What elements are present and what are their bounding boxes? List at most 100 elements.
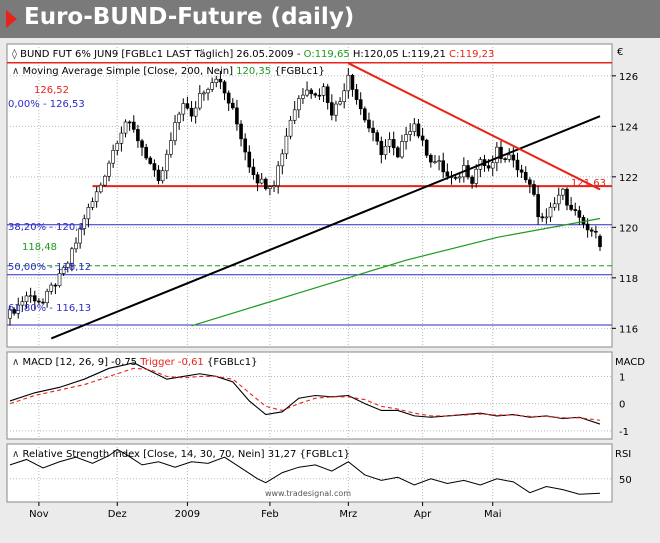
candle-body-down: [503, 158, 507, 160]
candle-body-up: [103, 175, 107, 186]
candle-body-up: [338, 101, 342, 105]
candle-body-down: [255, 174, 260, 184]
candle-body-up: [284, 135, 289, 155]
candle-body-down: [222, 81, 227, 94]
candle-body-up: [61, 267, 66, 274]
candle-body-down: [540, 216, 545, 219]
candle-body-down: [515, 159, 520, 171]
candle-body-down: [416, 123, 421, 137]
candle-body-down: [330, 102, 334, 116]
candle-body-down: [313, 93, 318, 96]
price-legend-highlow: H:120,05 L:119,21: [350, 49, 449, 60]
candlestick: [239, 120, 243, 147]
candle-body-down: [32, 295, 37, 302]
candlestick: [28, 287, 33, 303]
candle-body-up: [404, 134, 408, 142]
candle-body-up: [437, 160, 441, 163]
macd-tick-label: 1: [619, 372, 625, 383]
macd-line: [9, 362, 601, 425]
candle-body-down: [140, 140, 144, 148]
candle-body-down: [445, 171, 450, 177]
candlestick: [540, 212, 545, 222]
candle-body-down: [144, 146, 148, 159]
candle-body-up: [78, 228, 82, 244]
y-tick-label: 116: [619, 324, 638, 335]
candle-body-up: [86, 207, 91, 220]
candlestick: [515, 152, 520, 178]
candle-body-up: [301, 94, 305, 99]
fib-38-label: 38,20% - 120,1: [8, 222, 85, 233]
candle-body-up: [45, 291, 49, 304]
moving-average-legend: ∧ Moving Average Simple [Close, 200, Nei…: [12, 66, 325, 77]
candle-body-down: [230, 102, 235, 109]
candle-body-down: [585, 223, 590, 231]
candle-body-down: [358, 99, 363, 110]
candle-body-up: [74, 242, 78, 250]
moving-average-200-line: [191, 217, 601, 327]
candle-body-down: [466, 165, 470, 178]
x-tick-label: Feb: [261, 509, 279, 520]
candle-body-down: [420, 135, 425, 141]
candle-body-up: [70, 248, 74, 264]
candlestick: [148, 156, 153, 165]
candle-body-down: [264, 178, 268, 189]
candlestick: [363, 106, 367, 123]
candle-body-down: [536, 194, 540, 218]
moving-average-label: Moving Average Simple [Close, 200, Nein]: [23, 66, 234, 77]
candle-body-up: [321, 86, 326, 96]
candle-body-up: [57, 273, 62, 287]
candlestick: [358, 92, 363, 115]
candlestick: [115, 140, 120, 156]
macd-axis-title: MACD: [615, 357, 645, 368]
candle-body-down: [239, 123, 243, 140]
support-trendline: [50, 115, 601, 340]
candlestick: [528, 177, 532, 194]
candle-body-down: [37, 300, 41, 303]
candlestick: [536, 185, 540, 225]
candle-body-up: [164, 153, 169, 172]
candle-body-up: [82, 218, 87, 229]
x-tick-label: Mai: [484, 509, 502, 520]
candle-body-up: [383, 145, 388, 156]
candlestick: [569, 197, 573, 212]
candlestick: [90, 197, 95, 211]
candlestick: [301, 88, 305, 104]
candle-body-up: [173, 122, 177, 141]
candlestick: [338, 97, 342, 106]
candlestick: [144, 143, 148, 161]
candlestick: [86, 203, 91, 228]
candlestick: [594, 225, 598, 239]
candlestick: [416, 118, 421, 139]
candlestick: [20, 296, 25, 312]
candlestick: [98, 182, 103, 194]
candlestick: [123, 119, 128, 138]
candle-body-up: [556, 194, 561, 205]
candle-body-down: [577, 210, 582, 218]
candlestick: [309, 88, 313, 99]
candlestick: [259, 173, 264, 185]
price-legend-main: BUND FUT 6% JUN9 [FGBLc1 LAST Täglich] 2…: [20, 49, 304, 60]
candlestick: [556, 187, 561, 211]
fib-61-label: 61,80% - 116,13: [8, 303, 91, 314]
candlestick: [181, 98, 186, 122]
x-tick-label: Apr: [414, 509, 432, 520]
candlestick: [189, 101, 194, 122]
candle-body-down: [519, 169, 524, 173]
candlestick: [507, 148, 512, 163]
candle-body-up: [20, 301, 25, 306]
candlestick: [119, 126, 124, 152]
candlestick: [330, 94, 334, 121]
candle-body-up: [474, 168, 479, 184]
candlestick: [235, 99, 239, 131]
macd-tick-label: -1: [619, 427, 629, 438]
rsi-layer: [9, 448, 601, 495]
y-tick-label: 120: [619, 223, 638, 234]
candlestick: [164, 149, 169, 180]
candlestick: [565, 187, 569, 211]
candle-body-up: [214, 78, 219, 83]
candlestick: [342, 83, 346, 109]
candle-body-down: [41, 301, 45, 304]
candle-body-up: [276, 165, 280, 186]
macd-panel: [6, 351, 613, 440]
candle-body-down: [499, 146, 503, 159]
